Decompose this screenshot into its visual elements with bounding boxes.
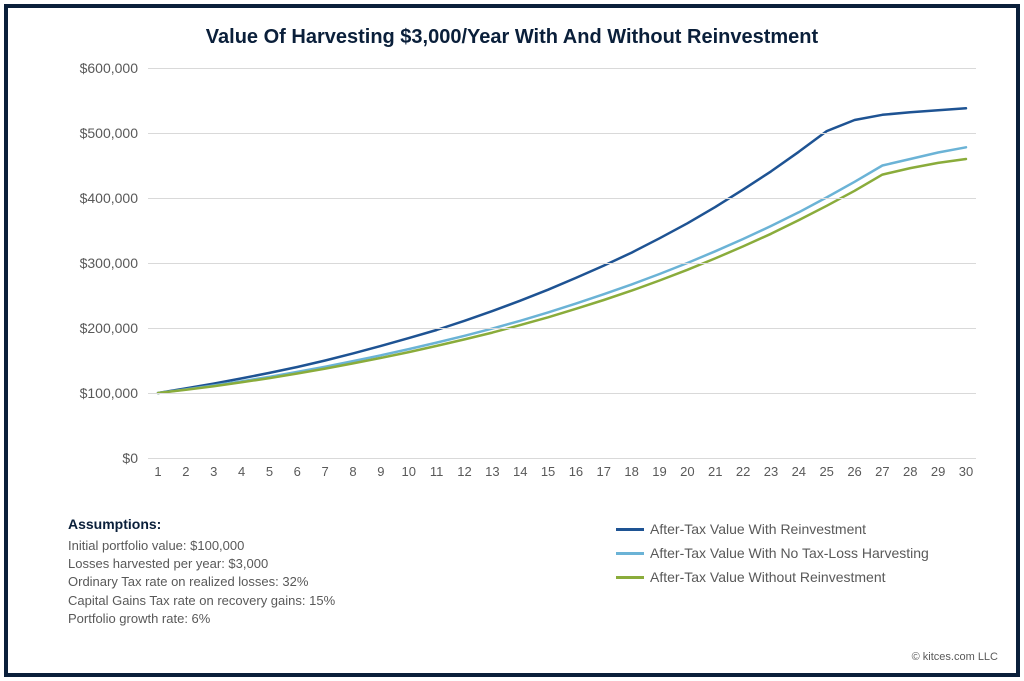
x-tick-label: 3	[210, 458, 217, 479]
x-tick-label: 14	[513, 458, 527, 479]
chart-area: $0 $100,000 $200,000 $300,000 $400,000 $500,0…	[58, 68, 986, 488]
x-tick-label: 11	[430, 458, 444, 479]
y-tick-label: $0	[68, 450, 148, 466]
y-tick-label: $600,000	[68, 60, 148, 76]
y-tick-label: $400,000	[68, 190, 148, 206]
x-tick-label: 4	[238, 458, 245, 479]
assumption-line: Losses harvested per year: $3,000	[68, 555, 335, 573]
series-line	[158, 108, 966, 393]
x-tick-label: 27	[875, 458, 889, 479]
copyright-text: © kitces.com LLC	[912, 651, 998, 663]
x-tick-label: 8	[349, 458, 356, 479]
legend-swatch	[616, 576, 644, 579]
x-tick-label: 7	[322, 458, 329, 479]
x-tick-label: 16	[569, 458, 583, 479]
x-tick-label: 24	[792, 458, 806, 479]
legend: After-Tax Value With Reinvestment After-…	[616, 521, 956, 585]
chart-frame: Value Of Harvesting $3,000/Year With And…	[4, 4, 1020, 677]
gridline	[148, 393, 976, 394]
series-line	[158, 147, 966, 393]
chart-footer: Assumptions: Initial portfolio value: $1…	[68, 515, 956, 628]
x-tick-label: 1	[154, 458, 161, 479]
legend-label: After-Tax Value With No Tax-Loss Harvest…	[650, 545, 929, 561]
x-tick-label: 6	[294, 458, 301, 479]
series-line	[158, 159, 966, 393]
x-tick-label: 13	[485, 458, 499, 479]
x-tick-label: 29	[931, 458, 945, 479]
x-tick-label: 19	[652, 458, 666, 479]
gridline	[148, 68, 976, 69]
gridline	[148, 198, 976, 199]
legend-item: After-Tax Value With No Tax-Loss Harvest…	[616, 545, 956, 561]
gridline	[148, 263, 976, 264]
legend-item: After-Tax Value With Reinvestment	[616, 521, 956, 537]
x-tick-label: 20	[680, 458, 694, 479]
x-tick-label: 30	[959, 458, 973, 479]
legend-label: After-Tax Value With Reinvestment	[650, 521, 866, 537]
assumptions-heading: Assumptions:	[68, 515, 335, 535]
assumption-line: Capital Gains Tax rate on recovery gains…	[68, 592, 335, 610]
plot-area: $0$100,000$200,000$300,000$400,000$500,0…	[148, 68, 976, 458]
legend-swatch	[616, 528, 644, 531]
chart-title: Value Of Harvesting $3,000/Year With And…	[8, 26, 1016, 49]
legend-swatch	[616, 552, 644, 555]
x-tick-label: 2	[182, 458, 189, 479]
x-tick-label: 17	[597, 458, 611, 479]
x-tick-label: 21	[708, 458, 722, 479]
y-tick-label: $200,000	[68, 320, 148, 336]
assumption-line: Portfolio growth rate: 6%	[68, 610, 335, 628]
x-tick-label: 25	[819, 458, 833, 479]
y-tick-label: $100,000	[68, 385, 148, 401]
x-tick-label: 28	[903, 458, 917, 479]
x-tick-label: 23	[764, 458, 778, 479]
legend-label: After-Tax Value Without Reinvestment	[650, 569, 886, 585]
assumption-line: Ordinary Tax rate on realized losses: 32…	[68, 573, 335, 591]
gridline	[148, 328, 976, 329]
x-tick-label: 5	[266, 458, 273, 479]
x-tick-label: 9	[377, 458, 384, 479]
y-tick-label: $300,000	[68, 255, 148, 271]
x-tick-label: 12	[457, 458, 471, 479]
x-tick-label: 26	[847, 458, 861, 479]
x-tick-label: 15	[541, 458, 555, 479]
x-tick-label: 10	[402, 458, 416, 479]
y-tick-label: $500,000	[68, 125, 148, 141]
assumption-line: Initial portfolio value: $100,000	[68, 537, 335, 555]
legend-item: After-Tax Value Without Reinvestment	[616, 569, 956, 585]
gridline	[148, 133, 976, 134]
x-tick-label: 18	[624, 458, 638, 479]
x-tick-label: 22	[736, 458, 750, 479]
assumptions-block: Assumptions: Initial portfolio value: $1…	[68, 515, 335, 628]
